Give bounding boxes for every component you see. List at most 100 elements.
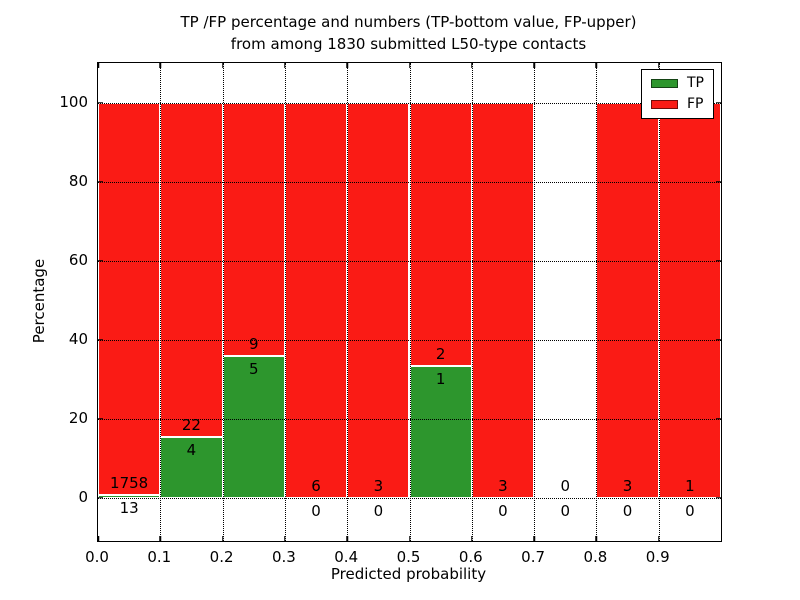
- tp-count-label: 0: [373, 501, 384, 520]
- x-axis-label: Predicted probability: [330, 565, 487, 583]
- tp-bar: [160, 436, 223, 498]
- x-tick: [284, 63, 286, 68]
- x-tick: [346, 63, 348, 68]
- x-tick-label: 0.2: [209, 548, 234, 566]
- x-tick-label: 0.9: [645, 548, 670, 566]
- x-tick: [221, 63, 224, 68]
- tp-count-label: 4: [186, 440, 197, 459]
- fp-count-label: 1: [685, 476, 695, 495]
- y-tick: [98, 101, 103, 104]
- fp-count-label: 3: [498, 476, 508, 495]
- chart-title-line2: from among 1830 submitted L50-type conta…: [230, 35, 587, 53]
- y-tick: [98, 496, 103, 499]
- v-gridline: [160, 63, 162, 541]
- legend-item-tp: TP: [651, 75, 704, 91]
- fp-bar: [160, 102, 223, 437]
- x-tick-label: 0.1: [147, 548, 172, 566]
- legend-label-tp: TP: [687, 75, 704, 91]
- fp-count-label: 22: [181, 415, 201, 434]
- legend-label-fp: FP: [687, 96, 704, 112]
- v-gridline: [409, 63, 411, 541]
- y-tick: [716, 180, 721, 183]
- fp-bar: [409, 102, 472, 366]
- y-tick: [716, 496, 721, 499]
- tp-swatch-icon: [651, 78, 678, 88]
- v-gridline: [658, 63, 660, 541]
- y-tick: [98, 259, 103, 262]
- fp-bar: [658, 102, 721, 498]
- fp-bar: [471, 102, 535, 498]
- x-tick: [159, 536, 162, 541]
- tp-count-label: 0: [622, 501, 633, 520]
- y-tick: [716, 417, 721, 420]
- fp-bar: [284, 102, 348, 498]
- x-tick-label: 0.3: [271, 548, 296, 566]
- y-tick: [98, 417, 103, 420]
- v-gridline: [347, 63, 349, 541]
- x-tick: [408, 536, 411, 541]
- y-tick: [98, 180, 103, 183]
- chart-title: TP /FP percentage and numbers (TP-bottom…: [97, 11, 720, 55]
- x-tick: [533, 536, 535, 541]
- fp-count-label: 3: [622, 476, 633, 495]
- x-tick: [97, 63, 99, 68]
- fp-bar: [98, 102, 161, 495]
- tp-bar: [409, 365, 472, 498]
- fp-count-label: 1758: [110, 473, 149, 492]
- v-gridline: [596, 63, 598, 541]
- x-tick: [471, 536, 473, 541]
- x-tick: [657, 536, 660, 541]
- v-gridline: [284, 63, 286, 541]
- tp-count-label: 5: [248, 360, 259, 379]
- y-tick: [98, 338, 103, 341]
- x-tick-label: 0.5: [396, 548, 421, 566]
- fp-bar: [347, 102, 410, 498]
- x-tick: [595, 536, 598, 541]
- x-tick-label: 0.0: [85, 548, 109, 566]
- tp-count-label: 0: [685, 501, 695, 520]
- x-tick: [595, 63, 598, 68]
- y-tick-label: 20: [68, 408, 88, 427]
- tp-count-label: 0: [498, 501, 508, 520]
- fp-count-label: 2: [435, 344, 446, 363]
- plot-area: TP FP 1758 13 22 4 9 5 6 0 3 0 2 1 3 0 0 0 3 0 1 0: [97, 62, 722, 542]
- x-tick: [284, 536, 286, 541]
- v-gridline: [222, 63, 224, 541]
- x-tick: [533, 63, 535, 68]
- fp-swatch-icon: [651, 99, 678, 109]
- chart-title-line1: TP /FP percentage and numbers (TP-bottom…: [180, 13, 637, 31]
- y-tick: [716, 101, 721, 104]
- tp-count-label: 1: [435, 369, 446, 388]
- legend: TP FP: [641, 69, 714, 119]
- x-tick-label: 0.8: [583, 548, 608, 566]
- x-tick: [346, 536, 348, 541]
- legend-item-fp: FP: [651, 96, 704, 112]
- fp-count-label: 3: [373, 476, 384, 495]
- fp-count-label: 0: [560, 476, 571, 495]
- x-tick-label: 0.6: [458, 548, 483, 566]
- fp-count-label: 6: [311, 476, 321, 495]
- v-gridline: [534, 63, 536, 541]
- y-tick: [716, 259, 721, 262]
- x-tick: [657, 63, 660, 68]
- v-gridline: [471, 63, 473, 541]
- x-tick: [408, 63, 411, 68]
- fp-count-label: 9: [248, 335, 259, 354]
- tp-count-label: 13: [119, 498, 139, 517]
- x-tick: [221, 536, 224, 541]
- fp-bar: [222, 102, 285, 357]
- x-tick-label: 0.7: [521, 548, 546, 566]
- y-tick-label: 40: [68, 329, 88, 348]
- x-tick: [159, 63, 162, 68]
- y-tick-label: 60: [68, 250, 88, 269]
- fp-bar: [596, 102, 659, 498]
- tp-count-label: 0: [560, 501, 571, 520]
- tp-count-label: 0: [311, 501, 321, 520]
- y-tick: [716, 338, 721, 341]
- x-tick: [471, 63, 473, 68]
- y-tick-label: 0: [78, 487, 88, 506]
- y-tick-label: 80: [68, 171, 88, 190]
- x-tick-label: 0.4: [334, 548, 359, 566]
- y-tick-label: 100: [59, 92, 88, 111]
